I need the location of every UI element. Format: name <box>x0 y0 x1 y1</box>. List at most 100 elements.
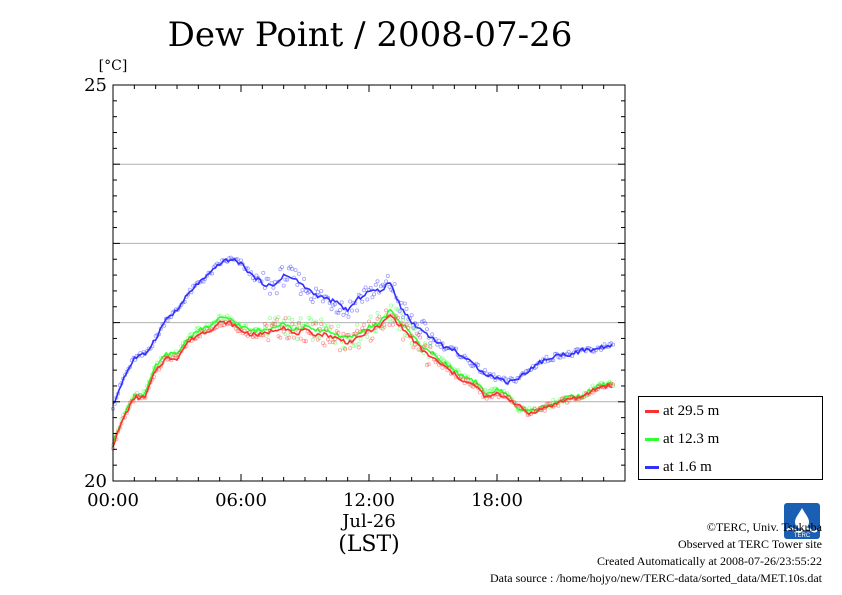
data-point <box>607 383 612 388</box>
x-tick-label: 18:00 <box>471 490 523 511</box>
data-point <box>346 314 351 319</box>
data-point <box>384 279 389 284</box>
data-point <box>542 408 547 413</box>
data-point <box>256 275 261 280</box>
data-point <box>308 297 313 302</box>
data-point <box>349 308 354 313</box>
data-point <box>459 375 464 380</box>
data-point <box>285 336 290 341</box>
data-point <box>290 322 295 327</box>
y-tick-label: 25 <box>84 75 107 96</box>
x-axis-unit-label: (LST) <box>338 532 400 557</box>
data-point <box>556 355 561 360</box>
data-point <box>254 273 259 278</box>
data-point <box>426 362 431 367</box>
data-point <box>310 322 315 327</box>
data-point <box>203 328 208 333</box>
data-point <box>341 331 346 336</box>
data-point <box>274 317 279 322</box>
data-point <box>331 340 336 345</box>
data-point <box>298 336 303 341</box>
data-point <box>302 276 307 281</box>
data-point <box>303 339 308 344</box>
data-point <box>442 358 447 363</box>
data-point <box>380 282 385 287</box>
data-point <box>370 295 375 300</box>
data-point <box>245 266 250 271</box>
data-point <box>366 319 371 324</box>
data-point <box>355 328 360 333</box>
data-point <box>413 326 418 331</box>
data-point <box>310 299 315 304</box>
data-point <box>566 349 571 354</box>
data-point <box>387 322 392 327</box>
data-point <box>341 312 346 317</box>
data-point <box>295 336 300 341</box>
data-point <box>271 320 276 325</box>
data-point <box>355 308 360 313</box>
data-point <box>300 288 305 293</box>
data-point <box>283 332 288 337</box>
data-point <box>590 390 595 395</box>
series-at-1-6-m <box>111 255 616 411</box>
data-point <box>551 397 556 402</box>
data-point <box>296 322 301 327</box>
data-point <box>544 354 549 359</box>
data-point <box>361 288 366 293</box>
data-point <box>368 285 373 290</box>
data-point <box>563 398 568 403</box>
data-point <box>411 326 416 331</box>
series-line <box>112 308 613 444</box>
data-point <box>402 301 407 306</box>
data-point <box>430 350 435 355</box>
terc-logo: TERC <box>784 503 820 539</box>
legend-label-29-5m: at 29.5 m <box>663 402 720 419</box>
footer-copyright: ©TERC, Univ. Tsukuba <box>706 520 822 534</box>
data-point <box>397 327 402 332</box>
data-point <box>271 322 276 327</box>
data-point <box>518 373 523 378</box>
data-point <box>483 367 488 372</box>
footer-block: ©TERC, Univ. Tsukuba Observed at TERC To… <box>490 519 822 587</box>
data-point <box>341 345 346 350</box>
data-point <box>276 279 281 284</box>
data-point <box>290 317 295 322</box>
data-point <box>575 347 580 352</box>
data-point <box>401 337 406 342</box>
data-point <box>421 318 426 323</box>
data-point <box>351 343 356 348</box>
data-point <box>274 291 279 296</box>
legend-item-1-6m: at 1.6 m <box>645 457 712 477</box>
data-point <box>269 323 274 328</box>
data-point <box>266 338 271 343</box>
data-point <box>559 396 564 401</box>
data-point <box>261 270 266 275</box>
data-point <box>168 358 173 363</box>
data-point <box>424 362 429 367</box>
data-point <box>312 320 317 325</box>
data-point <box>471 364 476 369</box>
data-point <box>353 342 358 347</box>
data-point <box>278 322 283 327</box>
data-point <box>358 337 363 342</box>
data-point <box>271 285 276 290</box>
data-point <box>416 332 421 337</box>
data-point <box>262 321 267 326</box>
legend-item-12-3m: at 12.3 m <box>645 429 719 449</box>
data-point <box>382 324 387 329</box>
data-point <box>436 338 441 343</box>
data-point <box>281 329 286 334</box>
data-point <box>416 347 421 352</box>
data-point <box>329 307 334 312</box>
data-point <box>358 329 363 334</box>
data-point <box>310 337 315 342</box>
data-point <box>295 326 300 331</box>
data-point <box>235 257 240 262</box>
data-point <box>336 330 341 335</box>
data-point <box>592 349 597 354</box>
data-point <box>336 310 341 315</box>
data-point <box>343 347 348 352</box>
data-point <box>368 314 373 319</box>
data-point <box>283 277 288 282</box>
data-point <box>373 282 378 287</box>
